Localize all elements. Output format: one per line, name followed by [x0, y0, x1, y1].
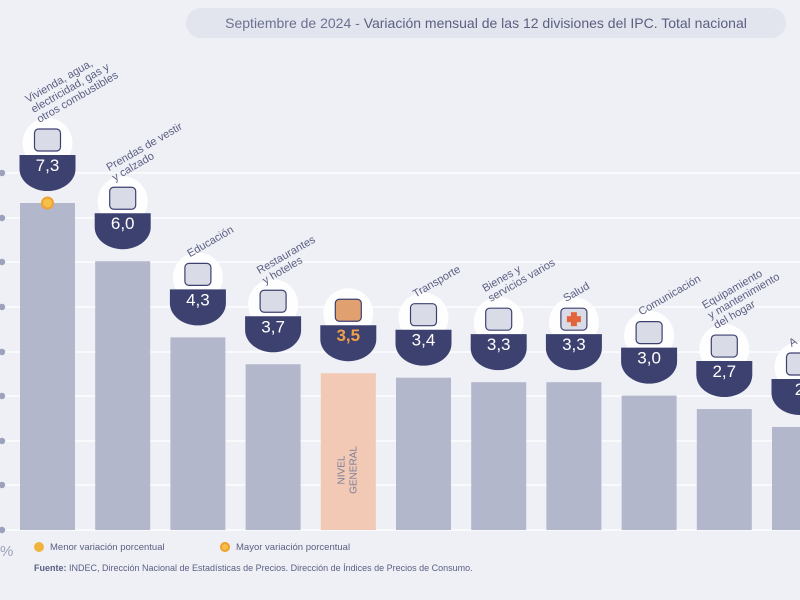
value-badge	[169, 289, 226, 326]
value-badge	[94, 213, 151, 250]
value-badge	[771, 378, 800, 415]
value-label: 3,5	[336, 326, 360, 345]
value-badge	[621, 347, 678, 384]
chart-title: Septiembre de 2024 - Variación mensual d…	[186, 8, 786, 38]
legend-max-label: Mayor variación porcentual	[236, 542, 351, 553]
value-label: 2	[795, 380, 800, 399]
value-badge	[245, 316, 302, 353]
axis-tick-dot	[0, 392, 6, 400]
source-text: INDEC, Dirección Nacional de Estadística…	[66, 563, 473, 573]
title-date: Septiembre de 2024	[225, 15, 352, 31]
bar	[320, 373, 376, 530]
category-label: Educación	[185, 224, 235, 260]
value-badge	[545, 334, 602, 371]
comb-scissors-icon-shape	[485, 307, 513, 331]
axis-tick-dot	[0, 526, 6, 534]
bar	[20, 203, 75, 530]
first-aid-cross-h	[566, 316, 581, 323]
category-label-line: Educación	[185, 224, 235, 260]
title-text: Variación mensual de las 12 divisiones d…	[363, 15, 747, 31]
source-label: Fuente:	[34, 563, 67, 573]
smartphone-icon-shape	[635, 321, 663, 345]
value-label: 4,3	[186, 290, 210, 309]
value-label: 3,0	[637, 349, 661, 368]
y-axis-unit: %	[0, 543, 14, 560]
category-label: Transporte	[411, 264, 463, 301]
bar	[621, 395, 677, 530]
highlight-bar-label-line: NIVEL	[336, 455, 347, 484]
category-label: Comunicación	[637, 273, 703, 318]
value-badge	[320, 325, 377, 362]
value-badge	[19, 155, 76, 191]
highlight-bar-label: NIVEL GENERAL	[336, 446, 359, 494]
tshirt-icon-shape	[109, 186, 137, 210]
value-label: 2,7	[712, 362, 736, 381]
title-separator: -	[351, 15, 364, 31]
axis-tick-dot	[0, 481, 6, 489]
source-note: Fuente: INDEC, Dirección Nacional de Est…	[34, 563, 473, 573]
bar	[95, 261, 151, 530]
category-label-line: Comunicación	[637, 273, 703, 318]
legend-max: Mayor variación porcentual	[220, 542, 350, 553]
books-icon-shape	[184, 262, 212, 286]
axis-tick-dot	[0, 348, 6, 356]
leisure-icon-shape	[785, 352, 800, 376]
value-label: 6,0	[111, 214, 135, 233]
value-label: 3,4	[412, 331, 436, 350]
value-label: 7,3	[36, 156, 60, 175]
legend-max-dot	[220, 542, 230, 552]
category-label-line: Transporte	[411, 264, 463, 301]
plate-cutlery-icon-shape	[259, 289, 287, 313]
bar	[396, 377, 451, 530]
bus-sube-icon-shape	[409, 303, 438, 327]
bar	[696, 409, 752, 530]
legend-min-dot	[34, 542, 44, 552]
bar	[772, 426, 800, 530]
bar	[471, 382, 527, 530]
value-label: 3,3	[562, 335, 586, 354]
value-badge	[696, 361, 753, 398]
value-label: 3,7	[261, 317, 285, 336]
bar	[170, 337, 226, 530]
legend-min: Menor variación porcentual	[34, 542, 165, 553]
axis-tick-dot	[0, 437, 6, 445]
bar	[546, 382, 602, 530]
legend-min-label: Menor variación porcentual	[50, 542, 165, 553]
appliance-icon-shape	[710, 334, 738, 358]
labels-layer: 7,3 Vivienda, agua,electricidad, gas yotr…	[19, 57, 800, 494]
highlight-bar-label-line: GENERAL	[348, 446, 359, 494]
axis-tick-dot	[0, 258, 6, 266]
value-badge	[470, 334, 527, 371]
bars-layer	[20, 203, 800, 530]
bar	[245, 364, 301, 530]
axis-tick-dot	[0, 303, 6, 311]
axis-tick-dot	[0, 214, 6, 222]
axis-tick-dot	[0, 169, 6, 177]
category-label: Vivienda, agua,electricidad, gas yotros …	[24, 57, 121, 125]
value-badge	[395, 329, 452, 366]
basket-icon-shape	[334, 298, 362, 322]
value-label: 3,3	[487, 335, 511, 354]
wrench-bulb-icon-shape	[33, 128, 62, 152]
max-marker	[41, 196, 54, 210]
